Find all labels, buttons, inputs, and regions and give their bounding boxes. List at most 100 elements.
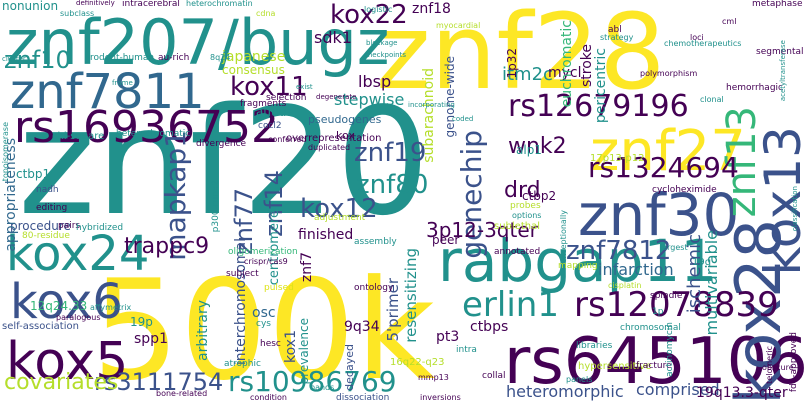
word-1p32: 1p32 <box>505 48 519 79</box>
word-rs12679196: rs12679196 <box>508 89 689 124</box>
word-znf20: znf20 <box>18 76 430 248</box>
word-znf207-bugz: znf207/bugz <box>6 6 390 79</box>
word-panels: panels <box>566 375 593 384</box>
word-bone-related: bone-related <box>156 389 208 398</box>
word-coded: coded <box>452 115 474 123</box>
word-selection: selection <box>266 93 307 103</box>
word-znf30: znf30 <box>578 181 740 249</box>
word-cocl2: cocl2 <box>258 121 282 131</box>
word-intra: intra <box>456 345 477 355</box>
word-inversions: inversions <box>420 393 461 402</box>
word-500k: 500k <box>92 250 436 404</box>
word-heterochromatin: heterochromatin <box>186 0 253 8</box>
word-blockage: blockage <box>366 39 398 47</box>
word-mycl: mycl <box>548 65 582 81</box>
word-exceptionally: exceptionally <box>559 210 568 264</box>
word-itm2c: itm2c <box>502 64 553 85</box>
word-procedure: procedure <box>10 219 71 233</box>
word-znf7811: znf7811 <box>10 64 205 120</box>
word-dissociation: dissociation <box>336 393 390 403</box>
word-libraries: libraries <box>576 341 613 351</box>
word-kox6: kox6 <box>10 274 123 330</box>
word-metaphase: metaphase <box>752 0 803 9</box>
word-incorporating: incorporating <box>408 101 455 109</box>
word-stepwise: stepwise <box>334 90 405 109</box>
word-fracture: fracture <box>636 361 672 371</box>
word-pericentric: pericentric <box>593 48 609 124</box>
word-divergence: divergence <box>196 139 247 149</box>
word-chemotherapeutics: chemotherapeutics <box>664 39 742 48</box>
word-kox: kox <box>336 129 355 142</box>
word-hesc: hesc <box>260 339 281 349</box>
word-osc: osc <box>252 305 276 321</box>
word-rs1324694: rs1324694 <box>588 151 739 184</box>
word-pseudogenes: pseudogenes <box>308 113 382 126</box>
word-9q34: 9q34 <box>344 319 380 335</box>
word-nonunion: nonunion <box>2 0 59 13</box>
word-znf18: znf18 <box>412 1 451 17</box>
word-znf28: znf28 <box>376 0 666 113</box>
word-12q24-33: 12q24.33 <box>30 299 88 313</box>
word-prevalence: prevalence <box>297 318 311 385</box>
word-heteromorphic: heteromorphic <box>506 382 624 401</box>
word-strategy: strategy <box>600 33 634 42</box>
word-degenerate: degenerate <box>316 93 357 101</box>
word-largest: largest <box>660 243 688 252</box>
word-cml: cml <box>722 17 737 26</box>
word-znf19: znf19 <box>354 138 427 168</box>
word-paralogous: paralogous <box>56 313 101 322</box>
word-conferred: conferred <box>268 135 307 144</box>
word-adjustment: adjustment <box>314 213 366 223</box>
word-kox13: kox13 <box>754 126 808 276</box>
word-chromosomal: chromosomal <box>620 323 681 333</box>
word-decayed: decayed <box>343 344 356 391</box>
word-erlin1: erlin1 <box>462 285 559 325</box>
word-cluster: cluster <box>2 55 26 63</box>
word-rs3111754: rs3111754 <box>94 368 224 396</box>
word-alp1: alp1 <box>516 143 542 157</box>
word-kox24: kox24 <box>6 226 150 282</box>
word-chi-square: chi-square <box>52 131 105 142</box>
word-acetyltransferase: acetyltransferase <box>779 40 787 102</box>
word-subclass: subclass <box>60 9 95 18</box>
word-resensitizing: resensitizing <box>402 248 420 343</box>
word-heterochromatic: heterochromatic <box>116 129 191 139</box>
word-sublethal: sublethal <box>494 221 540 232</box>
word-lbsp: lbsp <box>358 72 392 91</box>
word-ctbp1: ctbp1 <box>16 167 51 181</box>
word-genome-wide: genome-wide <box>443 56 457 138</box>
word-8q24: 8q24 <box>210 53 231 62</box>
word-kox22: kox22 <box>330 0 408 30</box>
word-assembly: assembly <box>354 237 397 247</box>
word-1p: 1p <box>652 307 664 317</box>
word-sdk1: sdk1 <box>314 28 352 47</box>
word-rabgap11: rabgap11 <box>438 227 718 295</box>
word-ctbps: ctbps <box>470 319 509 335</box>
word-mapping: mapping <box>558 261 598 271</box>
word-auuua: auuua <box>256 105 294 119</box>
word-frame: frame <box>112 79 133 87</box>
word-options: options <box>512 211 542 220</box>
word-kox12: kox12 <box>300 194 378 224</box>
word-stroke: stroke <box>579 44 595 88</box>
word-pulsed: pulsed <box>264 283 294 293</box>
word-classification: classification <box>791 186 799 232</box>
word-obscure: obscure <box>762 363 794 372</box>
word-infarction: infarction <box>598 260 674 279</box>
word-bands: bands <box>310 383 335 392</box>
word-abl: abl <box>608 25 622 35</box>
word-myocardial: myocardial <box>436 21 481 30</box>
word-intracerebral: intracerebral <box>122 0 180 9</box>
word-p300-runx2: p300-runx2 <box>211 180 221 233</box>
word-ctbp2: ctbp2 <box>522 189 557 203</box>
word-subject: subject <box>226 269 259 279</box>
word-topoisomerase: topoisomerase <box>1 122 10 182</box>
word-covariates: covariates <box>4 370 119 395</box>
word-subarachnoid: subarachnoid <box>421 68 437 163</box>
word-znf7: znf7 <box>299 252 315 283</box>
word-kox1: kox1 <box>283 330 299 363</box>
word-atrophic: atrophic <box>224 359 261 369</box>
word-spindle: spindle <box>650 291 683 301</box>
word-znf7812: znf7812 <box>566 236 672 266</box>
word-finished: finished <box>298 227 354 243</box>
